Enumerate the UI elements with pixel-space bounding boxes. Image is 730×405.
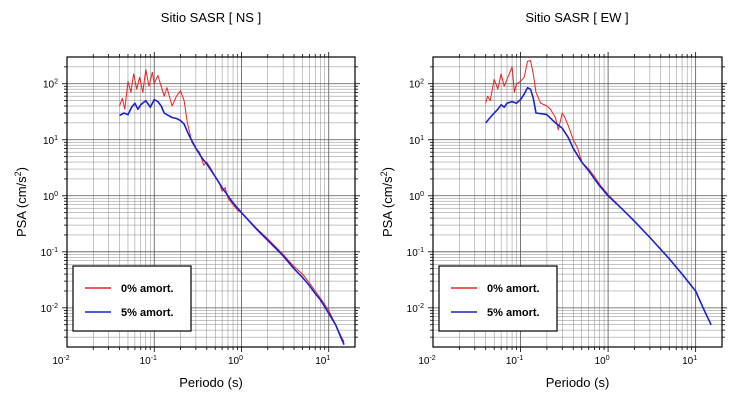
x-tick-label-exp: 1 (693, 355, 697, 362)
y-tick-label-base: 10 (407, 304, 419, 315)
x-tick-label-base: 10 (315, 356, 327, 367)
x-tick-label: 10-1 (506, 355, 523, 367)
legend-label: 5% amort. (487, 307, 540, 319)
x-tick-label-exp: 1 (326, 355, 330, 362)
x-axis-label: Periodo (s) (179, 375, 243, 390)
y-axis-label-main: PSA (cm/s (14, 176, 29, 237)
y-tick-label: 101 (43, 135, 58, 147)
y-tick-label: 101 (409, 135, 424, 147)
ticks (428, 52, 727, 352)
x-tick-label: 10-2 (418, 355, 435, 367)
y-tick-label-base: 10 (409, 192, 421, 203)
y-axis-label-tail: ) (380, 167, 395, 171)
y-tick-label-base: 10 (409, 80, 421, 91)
y-tick-label: 10-2 (41, 303, 58, 315)
y-tick-label-base: 10 (43, 80, 55, 91)
y-tick-label-exp: 2 (54, 79, 58, 86)
y-tick-label: 102 (409, 79, 424, 91)
y-tick-label-base: 10 (407, 248, 419, 259)
x-tick-label-base: 10 (506, 356, 518, 367)
y-tick-label: 10-1 (41, 247, 58, 259)
x-tick-label-exp: -1 (517, 355, 523, 362)
x-tick-label-base: 10 (140, 356, 152, 367)
x-tick-label-base: 10 (418, 356, 430, 367)
legend-box (438, 265, 558, 332)
plot-frame (66, 56, 356, 348)
x-tick-label-exp: -2 (429, 355, 435, 362)
y-tick-label-exp: 0 (54, 191, 58, 198)
legend: 0% amort. 5% amort. (72, 265, 192, 332)
y-tick-label-exp: -1 (52, 247, 58, 254)
y-axis-label-sup: 2 (13, 171, 23, 176)
y-axis-label-tail: ) (14, 167, 29, 171)
x-tick-label: 10-1 (140, 355, 157, 367)
x-tick-label: 100 (595, 355, 610, 367)
y-tick-label-exp: 1 (420, 135, 424, 142)
y-tick-label-exp: -2 (418, 303, 424, 310)
legend-label: 0% amort. (487, 283, 540, 295)
y-tick-label-base: 10 (41, 248, 53, 259)
y-tick-label-base: 10 (43, 192, 55, 203)
x-tick-label-exp: -2 (63, 355, 69, 362)
legend-box (72, 265, 192, 332)
y-tick-label-base: 10 (43, 136, 55, 147)
y-tick-label: 102 (43, 79, 58, 91)
legend: 0% amort. 5% amort. (438, 265, 558, 332)
y-axis-label: PSA (cm/s2) (379, 167, 395, 237)
x-tick-label-exp: 0 (239, 355, 243, 362)
legend-label: 0% amort. (121, 283, 174, 295)
x-tick-label: 100 (228, 355, 243, 367)
x-tick-label: 101 (682, 355, 697, 367)
x-tick-label-base: 10 (228, 356, 240, 367)
x-axis-label: Periodo (s) (546, 375, 610, 390)
x-tick-label-exp: 0 (606, 355, 610, 362)
legend-label: 5% amort. (121, 307, 174, 319)
grid (433, 57, 722, 347)
chart-title: Sitio SASR [ EW ] (525, 10, 628, 25)
y-axis-label-main: PSA (cm/s (380, 176, 395, 237)
y-tick-label: 100 (409, 191, 424, 203)
y-tick-label: 100 (43, 191, 58, 203)
x-tick-label-base: 10 (52, 356, 64, 367)
y-tick-label: 10-2 (407, 303, 424, 315)
ticks (62, 52, 360, 352)
y-tick-label-exp: 2 (420, 79, 424, 86)
x-tick-label-exp: -1 (151, 355, 157, 362)
series-line-blue (119, 98, 345, 346)
x-tick-label-base: 10 (595, 356, 607, 367)
y-tick-label-exp: -1 (418, 247, 424, 254)
plot-frame (432, 56, 723, 348)
y-tick-label-base: 10 (409, 136, 421, 147)
chart-title: Sitio SASR [ NS ] (161, 10, 261, 25)
series-line-blue (485, 86, 712, 326)
y-tick-label: 10-1 (407, 247, 424, 259)
x-tick-label: 101 (315, 355, 330, 367)
y-axis-label-sup: 2 (379, 171, 389, 176)
y-tick-label-exp: -2 (52, 303, 58, 310)
x-tick-label-base: 10 (682, 356, 694, 367)
y-tick-label-exp: 1 (54, 135, 58, 142)
y-tick-label-base: 10 (41, 304, 53, 315)
y-tick-label-exp: 0 (420, 191, 424, 198)
x-tick-label: 10-2 (52, 355, 69, 367)
y-axis-label: PSA (cm/s2) (13, 167, 29, 237)
